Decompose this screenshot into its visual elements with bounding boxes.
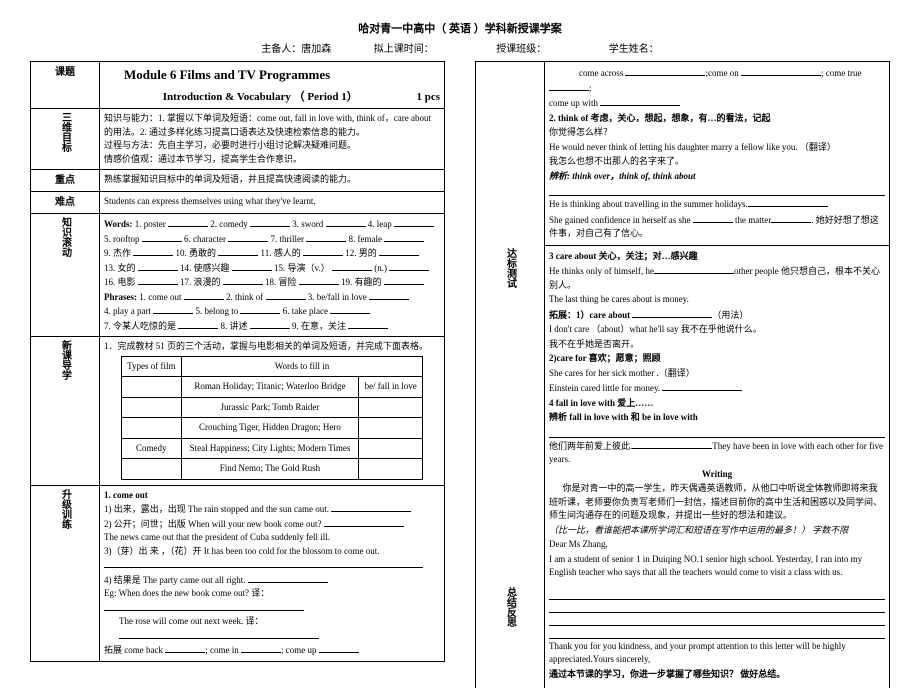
doc-header: 哈对青一中高中（ 英语 ）学科新授课学案 主备人：唐加森 拟上课时间： 授课班级… [30,20,890,55]
right-mid: 3 care about 关心，关注；对…感兴趣 He thinks only … [545,245,890,584]
right-top: come across ;come on ; come true ; come … [545,62,890,246]
module-title: Module 6 Films and TV Programmes [104,65,440,85]
new-cell: 1．完成教材 51 页的三个活动，掌握与电影相关的单词及短语，并完成下面表格。 … [100,337,445,486]
class-label: 授课班级： [496,40,546,55]
film-table: Types of filmWords to fill in Roman Holi… [121,356,423,480]
host-name: 唐加森 [301,40,331,55]
key-cell: 熟练掌握知识目标中的单词及短语，并且提高快速阅读的能力。 [100,170,445,192]
know-label: 知识滚动 [31,214,100,337]
module-sub: Introduction & Vocabulary （ Period 1） [163,91,358,103]
up-label: 升级训练 [31,485,100,661]
goals-cell: 知识与能力：1. 掌握以下单词及短语：come out, fall in lov… [100,109,445,170]
goal3: 情感价值观：通过本节学习，提高学生合作意识。 [104,153,440,167]
name-label: 学生姓名： [609,40,659,55]
module-cell: Module 6 Films and TV Programmes Introdu… [100,62,445,109]
pcs: 1 pcs [416,89,440,106]
diff-label: 难点 [31,192,100,214]
test-label: 达标测试 [476,245,545,584]
host-label: 主备人： [261,40,301,55]
know-cell: Words: 1. poster 2. comedy 3. sword 4. l… [100,214,445,337]
key-label: 重点 [31,170,100,192]
diff-cell: Students can express themselves using wh… [100,192,445,214]
up-cell: 1. come out 1) 出来，露出，出现 The rain stopped… [100,485,445,661]
goal1: 知识与能力：1. 掌握以下单词及短语：come out, fall in lov… [104,112,440,139]
topic-label: 课题 [31,62,100,109]
right-bot: Thank you for you kindness, and your pro… [545,584,890,688]
goals-label: 三维目标 [31,109,100,170]
new-label: 新课导学 [31,337,100,486]
goal2: 过程与方法：先自主学习，必要时进行小组讨论解决疑难问题。 [104,139,440,153]
sum-label: 总结反思 [476,584,545,688]
left-column: 课题 Module 6 Films and TV Programmes Intr… [30,61,445,688]
new-intro: 1．完成教材 51 页的三个活动，掌握与电影相关的单词及短语，并完成下面表格。 [104,340,440,354]
right-column: come across ;come on ; come true ; come … [475,61,890,688]
time-label: 拟上课时间： [374,40,434,55]
header-fields: 主备人：唐加森 拟上课时间： 授课班级： 学生姓名： [30,40,890,55]
school-title: 哈对青一中高中（ 英语 ）学科新授课学案 [30,20,890,36]
